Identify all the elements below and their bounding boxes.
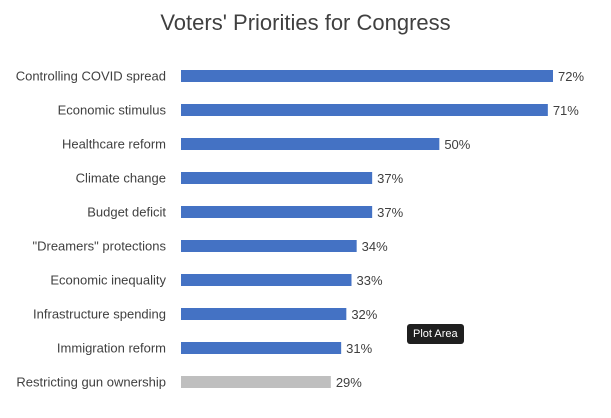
bar[interactable] — [181, 206, 373, 218]
bar[interactable] — [181, 172, 373, 184]
category-label: "Dreamers" protections — [33, 239, 167, 254]
category-label: Economic stimulus — [58, 103, 167, 118]
bar[interactable] — [181, 274, 352, 286]
bar[interactable] — [181, 138, 440, 150]
category-label: Budget deficit — [87, 205, 166, 220]
data-label: 72% — [558, 69, 584, 84]
bar[interactable] — [181, 240, 357, 252]
category-label: Healthcare reform — [62, 137, 166, 152]
category-label: Climate change — [76, 171, 166, 186]
chart-title: Voters' Priorities for Congress — [160, 10, 451, 35]
data-label: 50% — [444, 137, 470, 152]
plot-area-tooltip: Plot Area — [407, 324, 464, 344]
category-label: Controlling COVID spread — [16, 69, 166, 84]
bar[interactable] — [181, 308, 347, 320]
data-label: 33% — [357, 273, 383, 288]
data-label: 71% — [553, 103, 579, 118]
data-label: 31% — [346, 341, 372, 356]
category-label: Economic inequality — [50, 273, 166, 288]
data-label: 37% — [377, 205, 403, 220]
bar[interactable] — [181, 104, 548, 116]
data-label: 37% — [377, 171, 403, 186]
bar[interactable] — [181, 376, 331, 388]
category-label: Restricting gun ownership — [16, 375, 166, 390]
category-label: Immigration reform — [57, 341, 166, 356]
category-label: Infrastructure spending — [33, 307, 166, 322]
bar[interactable] — [181, 70, 553, 82]
data-label: 34% — [362, 239, 388, 254]
data-label: 29% — [336, 375, 362, 390]
data-label: 32% — [351, 307, 377, 322]
bar[interactable] — [181, 342, 342, 354]
